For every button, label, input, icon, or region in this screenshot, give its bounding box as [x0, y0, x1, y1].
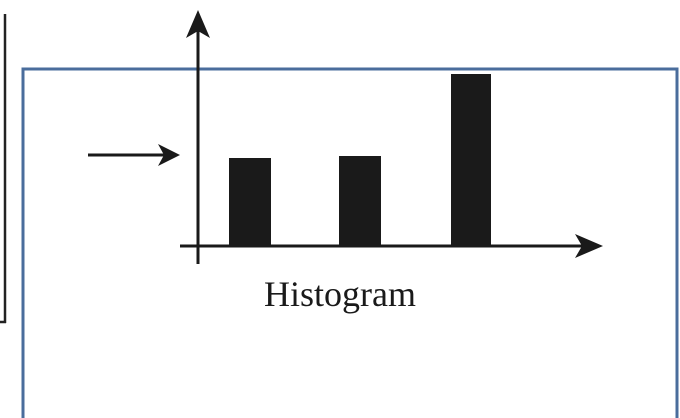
- histogram-label: Histogram: [264, 274, 416, 314]
- input-arrowhead: [158, 144, 180, 166]
- bar: [339, 156, 381, 246]
- bar: [451, 74, 491, 246]
- frame: [21, 67, 679, 418]
- y-axis-arrowhead: [186, 10, 210, 38]
- bar: [229, 158, 271, 246]
- x-axis-arrowhead: [575, 234, 603, 258]
